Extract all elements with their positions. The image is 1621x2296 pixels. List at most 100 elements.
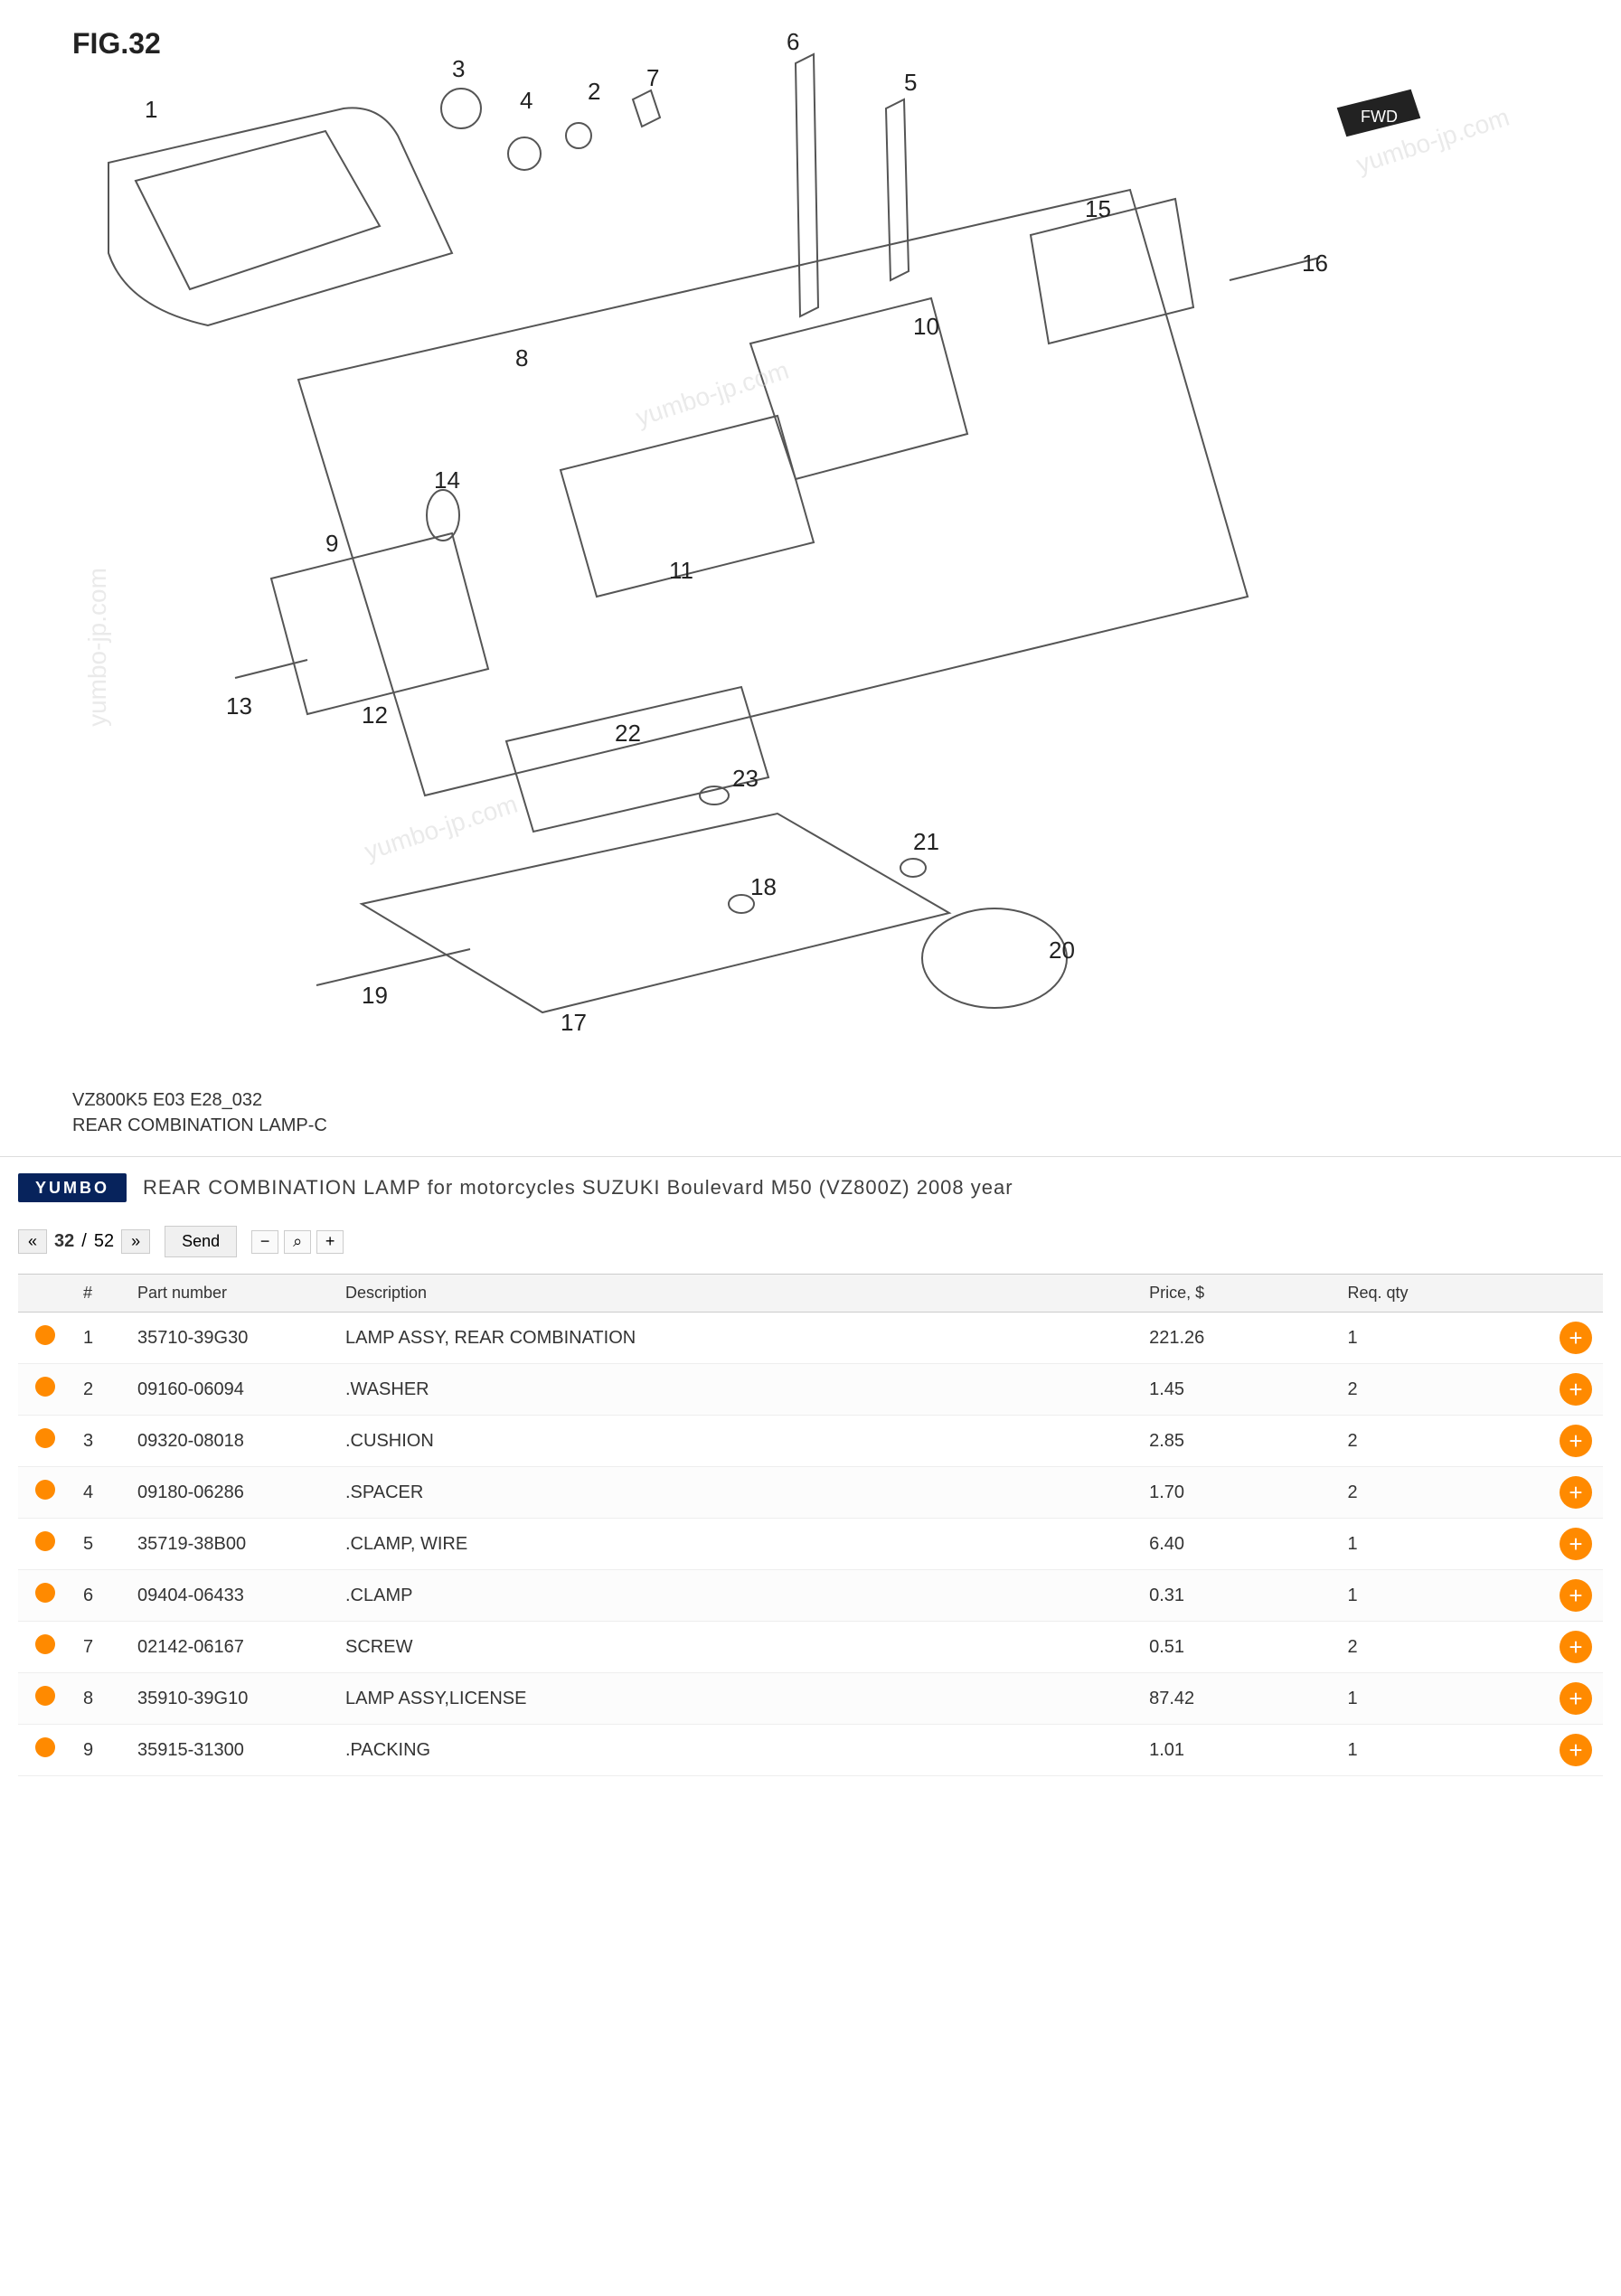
next-page-button[interactable]: » <box>121 1229 150 1254</box>
washer-2 <box>566 123 591 148</box>
cell-ref: 1 <box>72 1313 127 1364</box>
cushion-3 <box>441 89 481 128</box>
cell-partno[interactable]: 09180-06286 <box>127 1467 335 1519</box>
cell-qty: 1 <box>1336 1570 1549 1622</box>
parts-table: # Part number Description Price, $ Req. … <box>18 1274 1603 1776</box>
cell-desc: .PACKING <box>335 1725 1138 1776</box>
cell-qty: 1 <box>1336 1673 1549 1725</box>
cell-partno[interactable]: 09160-06094 <box>127 1364 335 1416</box>
add-to-cart-button[interactable]: + <box>1560 1579 1592 1612</box>
add-to-cart-button[interactable]: + <box>1560 1373 1592 1406</box>
cell-qty: 1 <box>1336 1313 1549 1364</box>
zoom-in-button[interactable]: + <box>316 1230 344 1254</box>
cell-partno[interactable]: 09404-06433 <box>127 1570 335 1622</box>
cell-desc: .WASHER <box>335 1364 1138 1416</box>
add-to-cart-button[interactable]: + <box>1560 1322 1592 1354</box>
zoom-icon[interactable]: ⌕ <box>284 1230 311 1254</box>
callout-14: 14 <box>434 466 460 494</box>
nut-21 <box>900 859 926 877</box>
callout-22: 22 <box>615 720 641 747</box>
cell-price: 1.01 <box>1138 1725 1336 1776</box>
reflector-22 <box>506 687 768 832</box>
callout-4: 4 <box>520 87 532 114</box>
cell-price: 0.31 <box>1138 1570 1336 1622</box>
cell-qty: 2 <box>1336 1622 1549 1673</box>
callout-12: 12 <box>362 701 388 729</box>
diagram-footer: VZ800K5 E03 E28_032 REAR COMBINATION LAM… <box>72 1087 327 1138</box>
cell-partno[interactable]: 35915-31300 <box>127 1725 335 1776</box>
callout-7: 7 <box>646 64 659 91</box>
add-to-cart-button[interactable]: + <box>1560 1734 1592 1766</box>
cell-price: 87.42 <box>1138 1673 1336 1725</box>
cell-desc: .SPACER <box>335 1467 1138 1519</box>
callout-15: 15 <box>1085 195 1111 222</box>
cell-ref: 8 <box>72 1673 127 1725</box>
bulb-14 <box>427 490 459 541</box>
site-logo[interactable]: YUMBO <box>18 1173 127 1202</box>
cell-partno[interactable]: 09320-08018 <box>127 1416 335 1467</box>
col-desc: Description <box>335 1275 1138 1313</box>
table-row: 935915-31300.PACKING1.011 + <box>18 1725 1603 1776</box>
status-dot <box>35 1737 55 1757</box>
cell-partno[interactable]: 02142-06167 <box>127 1622 335 1673</box>
add-to-cart-button[interactable]: + <box>1560 1528 1592 1560</box>
cell-ref: 5 <box>72 1519 127 1570</box>
status-dot <box>35 1325 55 1345</box>
cell-ref: 3 <box>72 1416 127 1467</box>
add-to-cart-button[interactable]: + <box>1560 1682 1592 1715</box>
col-ref: # <box>72 1275 127 1313</box>
col-status <box>18 1275 72 1313</box>
status-dot <box>35 1531 55 1551</box>
add-to-cart-button[interactable]: + <box>1560 1631 1592 1663</box>
send-button[interactable]: Send <box>165 1226 237 1257</box>
page-sep: / <box>81 1231 87 1252</box>
cell-ref: 9 <box>72 1725 127 1776</box>
clamp-6 <box>796 54 818 316</box>
lens-12 <box>271 533 488 714</box>
callout-9: 9 <box>325 530 338 557</box>
cell-qty: 2 <box>1336 1416 1549 1467</box>
spacer-4 <box>508 137 541 170</box>
status-dot <box>35 1428 55 1448</box>
cell-desc: .CUSHION <box>335 1416 1138 1467</box>
cell-ref: 7 <box>72 1622 127 1673</box>
callout-16: 16 <box>1302 249 1328 277</box>
page-title: REAR COMBINATION LAMP for motorcycles SU… <box>143 1176 1013 1200</box>
table-row: 309320-08018.CUSHION2.852+ <box>18 1416 1603 1467</box>
add-to-cart-button[interactable]: + <box>1560 1425 1592 1457</box>
zoom-controls: − ⌕ + <box>251 1230 344 1254</box>
cell-qty: 2 <box>1336 1364 1549 1416</box>
cell-desc: SCREW <box>335 1622 1138 1673</box>
cell-desc: .CLAMP <box>335 1570 1138 1622</box>
cell-price: 221.26 <box>1138 1313 1336 1364</box>
col-add <box>1549 1275 1603 1313</box>
add-to-cart-button[interactable]: + <box>1560 1476 1592 1509</box>
wire-clamp-5 <box>886 99 909 280</box>
callout-6: 6 <box>787 28 799 55</box>
screw-7 <box>633 90 660 127</box>
bolt-19 <box>316 949 470 985</box>
cell-ref: 2 <box>72 1364 127 1416</box>
table-row: 535719-38B00.CLAMP, WIRE6.401+ <box>18 1519 1603 1570</box>
callout-21: 21 <box>913 828 939 855</box>
zoom-out-button[interactable]: − <box>251 1230 278 1254</box>
table-row: 835910-39G10LAMP ASSY,LICENSE87.421+ <box>18 1673 1603 1725</box>
status-dot <box>35 1377 55 1397</box>
cell-price: 6.40 <box>1138 1519 1336 1570</box>
callout-10: 10 <box>913 313 939 340</box>
cell-partno[interactable]: 35710-39G30 <box>127 1313 335 1364</box>
callout-13: 13 <box>226 692 252 720</box>
bracket-17 <box>362 814 949 1012</box>
cell-qty: 1 <box>1336 1725 1549 1776</box>
callout-20: 20 <box>1049 936 1075 964</box>
cell-partno[interactable]: 35910-39G10 <box>127 1673 335 1725</box>
tail-lamp-outline <box>108 108 452 325</box>
cell-ref: 4 <box>72 1467 127 1519</box>
cell-price: 1.45 <box>1138 1364 1336 1416</box>
table-row: 702142-06167SCREW0.512+ <box>18 1622 1603 1673</box>
toolbar: « 32 / 52 » Send − ⌕ + <box>0 1219 1621 1274</box>
col-partno: Part number <box>127 1275 335 1313</box>
prev-page-button[interactable]: « <box>18 1229 47 1254</box>
cell-partno[interactable]: 35719-38B00 <box>127 1519 335 1570</box>
diagram-svg: 1 3 4 2 7 6 5 15 16 8 10 11 9 14 12 13 2… <box>0 0 1621 1157</box>
